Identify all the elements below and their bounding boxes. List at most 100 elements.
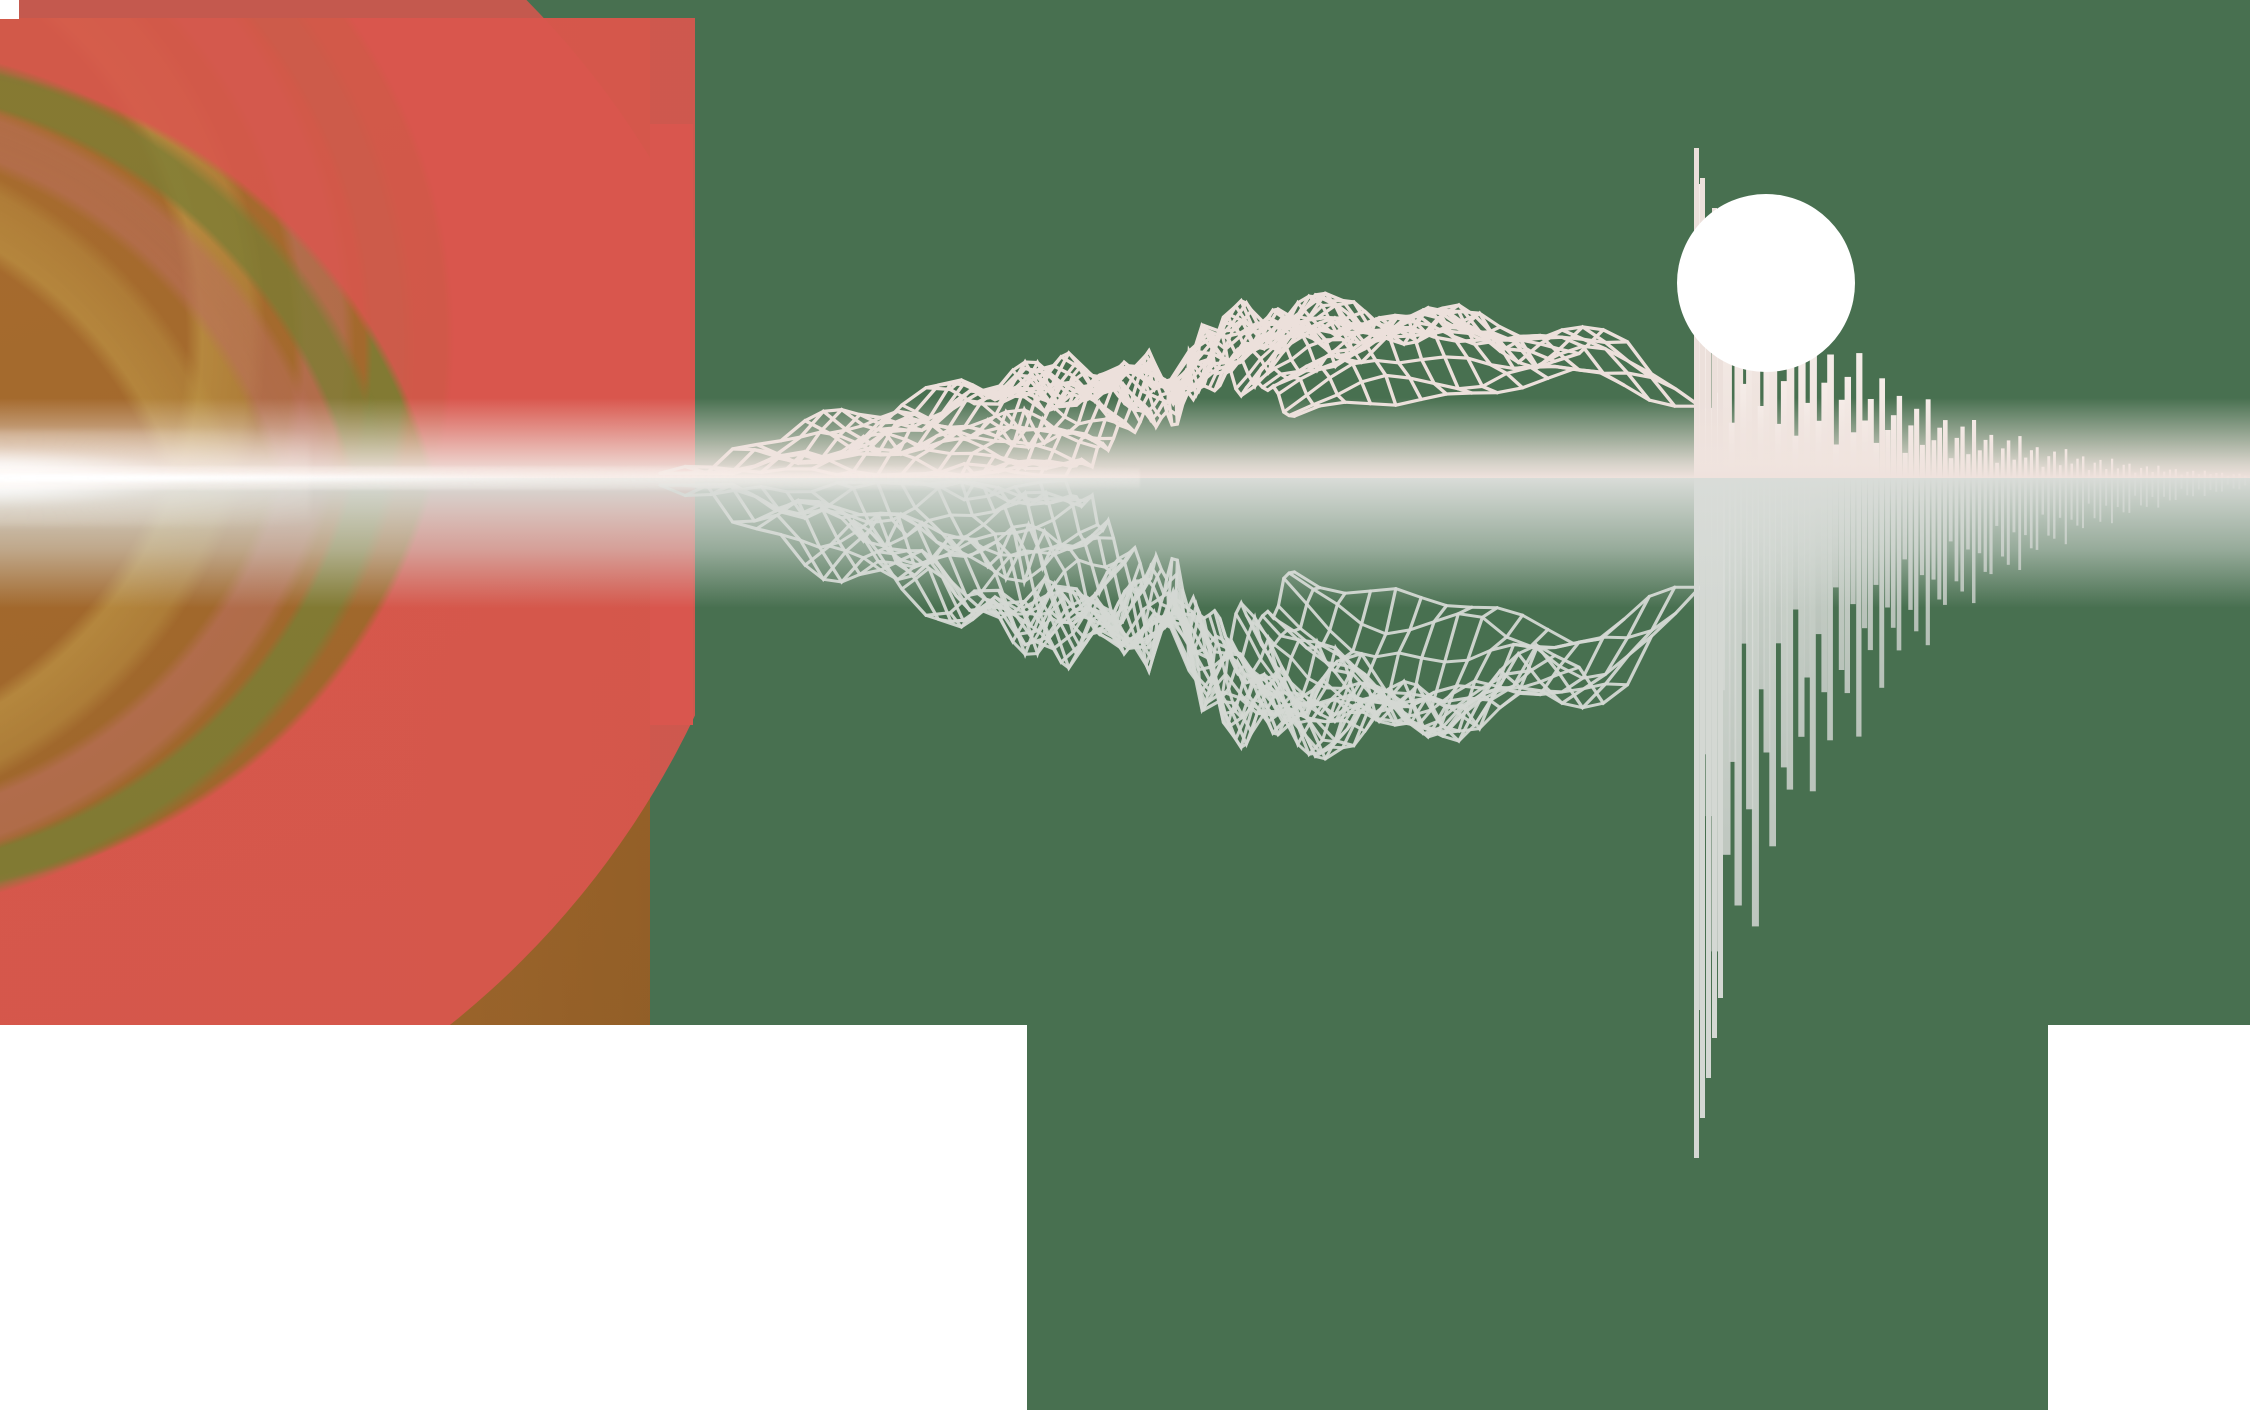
horizon-light-streak — [0, 466, 1140, 490]
spectrum-bar — [2024, 457, 2028, 478]
spectrum-bar-reflection — [1856, 478, 1862, 737]
spectrum-bar — [2226, 476, 2229, 478]
spectrum-bar — [2221, 472, 2224, 478]
spectrum-bar-reflection — [2001, 478, 2005, 557]
spectrum-bar-reflection — [1746, 478, 1754, 810]
spectrum-bar-reflection — [1734, 478, 1742, 906]
spectrum-bar-reflection — [1786, 478, 1794, 790]
spectrum-bar — [2140, 467, 2143, 478]
spectrum-bar-reflection — [2012, 478, 2016, 533]
spectrum-bar-reflection — [1827, 478, 1833, 741]
spectrum-bar-reflection — [2244, 478, 2247, 486]
spectrum-bar-reflection — [2203, 478, 2206, 496]
spectrum-bar-reflection — [2047, 478, 2050, 536]
spectrum-bar — [2111, 458, 2114, 478]
white-notch-top-left — [0, 0, 19, 19]
spectrum-bar — [1960, 426, 1965, 478]
spectrum-bar-reflection — [1995, 478, 1999, 526]
spectrum-bar — [2076, 458, 2079, 478]
spectrum-bar — [2151, 472, 2154, 478]
spectrum-bar — [1914, 408, 1920, 478]
spectrum-bar-reflection — [2157, 478, 2160, 508]
terrain-mesh-above-horizon — [658, 291, 1702, 479]
spectrum-bar-reflection — [2082, 478, 2084, 529]
spectrum-bar — [2163, 471, 2166, 478]
spectrum-bar-reflection — [2122, 478, 2125, 513]
spectrum-bar-reflection — [1728, 478, 1737, 762]
spectrum-bar-reflection — [1908, 478, 1913, 610]
spectrum-bar — [2168, 469, 2172, 478]
spectrum-bar-reflection — [1763, 478, 1771, 753]
white-plate-bottom-left — [0, 1025, 1027, 1410]
spectrum-bar-reflection — [1972, 478, 1976, 604]
spectrum-bar — [2157, 465, 2160, 478]
spectrum-bar — [2082, 456, 2085, 478]
spectrum-bar — [1908, 425, 1914, 478]
spectrum-bar — [2116, 468, 2119, 478]
spectrum-bar — [1850, 432, 1857, 478]
spectrum-bar-reflection — [2018, 478, 2022, 570]
spectrum-bar-reflection — [2116, 478, 2119, 507]
spectrum-bar-reflection — [2024, 478, 2027, 536]
spectrum-bar-reflection — [2192, 478, 2194, 497]
spectrum-bar-reflection — [1804, 478, 1811, 678]
spectrum-bar — [1966, 454, 1971, 478]
spectrum-bar-reflection — [2070, 478, 2073, 520]
spectrum-bar — [2018, 436, 2022, 478]
spectrum-bar-reflection — [1960, 478, 1964, 592]
spectrum-bar-reflection — [1809, 478, 1816, 792]
spectrum-bar-reflection — [1751, 478, 1759, 927]
spectrum-bar — [2064, 449, 2068, 478]
spectrum-bar-reflection — [2168, 478, 2171, 501]
spectrum-bar-reflection — [2209, 478, 2212, 490]
spectrum-edge-bar-reflection — [1712, 478, 1717, 1038]
spectrum-bar-reflection — [1937, 478, 1942, 600]
spectrum-bar-reflection — [2041, 478, 2044, 515]
spectrum-bar — [2238, 473, 2241, 478]
spectrum-bar-reflection — [1798, 478, 1805, 737]
spectrum-bar-reflection — [2238, 478, 2241, 490]
spectrum-bar — [2134, 472, 2137, 478]
spectrum-bar — [2093, 462, 2096, 478]
spectrum-bar — [1896, 395, 1903, 478]
spectrum-bar — [1879, 378, 1885, 478]
spectrum-bar-reflection — [2145, 478, 2148, 507]
terrain-mesh-below-horizon — [658, 478, 1702, 762]
spectrum-bar — [1862, 420, 1869, 478]
spectrum-bar-reflection — [2087, 478, 2090, 504]
spectrum-bar — [2180, 474, 2183, 478]
spectrum-bar — [1873, 442, 1880, 478]
spectrum-bar-reflection — [1862, 478, 1868, 629]
white-plate-bottom-right — [2048, 1025, 2250, 1410]
spectrum-bar — [1925, 399, 1931, 478]
spectrum-bar-reflection — [2232, 478, 2235, 489]
spectrum-bar-reflection — [1896, 478, 1902, 651]
spectrum-bar-reflection — [1723, 478, 1731, 855]
spectrum-bar — [2174, 469, 2177, 478]
spectrum-bar — [2215, 473, 2218, 478]
white-circle-moon — [1677, 194, 1855, 372]
spectrum-edge-bar-reflection — [1700, 478, 1705, 1118]
spectrum-bar-reflection — [1850, 478, 1856, 605]
spectrum-bar-reflection — [2093, 478, 2096, 519]
spectrum-bar-reflection — [1902, 478, 1907, 560]
spectrum-bar-reflection — [2151, 478, 2154, 497]
spectrum-bar — [2053, 451, 2056, 478]
spectrum-bar-reflection — [2099, 478, 2102, 522]
spectrum-bar — [1948, 458, 1954, 478]
spectrum-bar-reflection — [2140, 478, 2142, 506]
spectrum-bar — [2012, 459, 2016, 478]
spectrum-bar-reflection — [2186, 478, 2189, 496]
spectrum-bar-reflection — [2180, 478, 2183, 489]
spectrum-bar-reflection — [1815, 478, 1822, 635]
spectrum-bar — [2047, 456, 2051, 478]
spectrum-bar — [2029, 450, 2033, 478]
spectrum-bar — [1856, 353, 1863, 478]
spectrum-bar — [1972, 420, 1977, 478]
spectrum-bar — [1954, 437, 1959, 478]
spectrum-bar — [1827, 354, 1834, 478]
spectrum-bar — [2041, 466, 2045, 478]
spectrum-bar — [2145, 466, 2148, 478]
spectrum-bar-reflection — [1977, 478, 1982, 554]
